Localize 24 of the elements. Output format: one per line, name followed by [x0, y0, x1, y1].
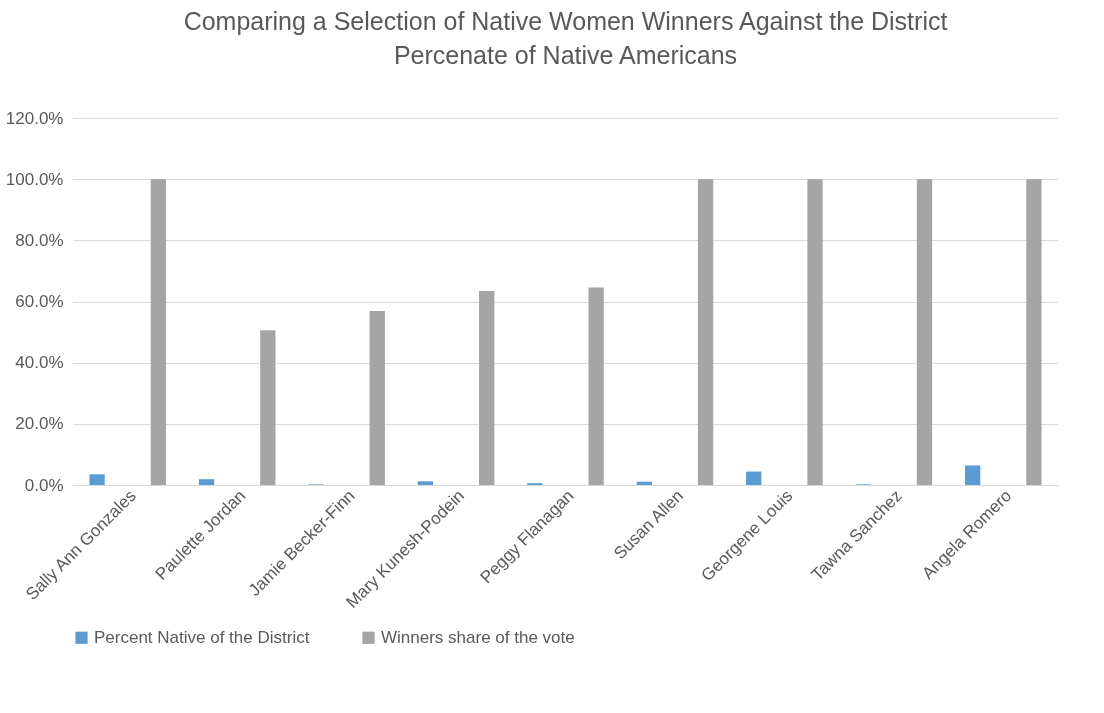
legend-label: Winners share of the vote — [381, 627, 575, 647]
bar — [150, 179, 167, 485]
bar — [369, 310, 385, 485]
bar — [417, 481, 434, 485]
bar — [89, 474, 105, 485]
bar — [807, 179, 823, 485]
bar — [964, 465, 981, 485]
bar — [746, 471, 762, 485]
bar — [198, 479, 215, 485]
y-tick-label: 100.0% — [5, 169, 64, 189]
y-tick-label: 120.0% — [5, 108, 64, 128]
y-tick-label: 20.0% — [15, 414, 64, 434]
bar — [1026, 179, 1042, 485]
y-tick-label: 80.0% — [15, 230, 64, 250]
bar — [916, 179, 933, 485]
bar — [260, 330, 276, 485]
y-tick-label: 60.0% — [15, 292, 64, 311]
bar — [697, 179, 714, 485]
bar — [588, 287, 604, 485]
y-tick-label: 40.0% — [15, 353, 64, 373]
legend-label: Percent Native of the District — [94, 627, 310, 647]
bar — [479, 291, 495, 485]
y-tick-label: 0.0% — [24, 475, 64, 495]
chart-title: Comparing a Selection of Native Women Winners Against the District Percenate of Native Americans — [183, 7, 948, 69]
